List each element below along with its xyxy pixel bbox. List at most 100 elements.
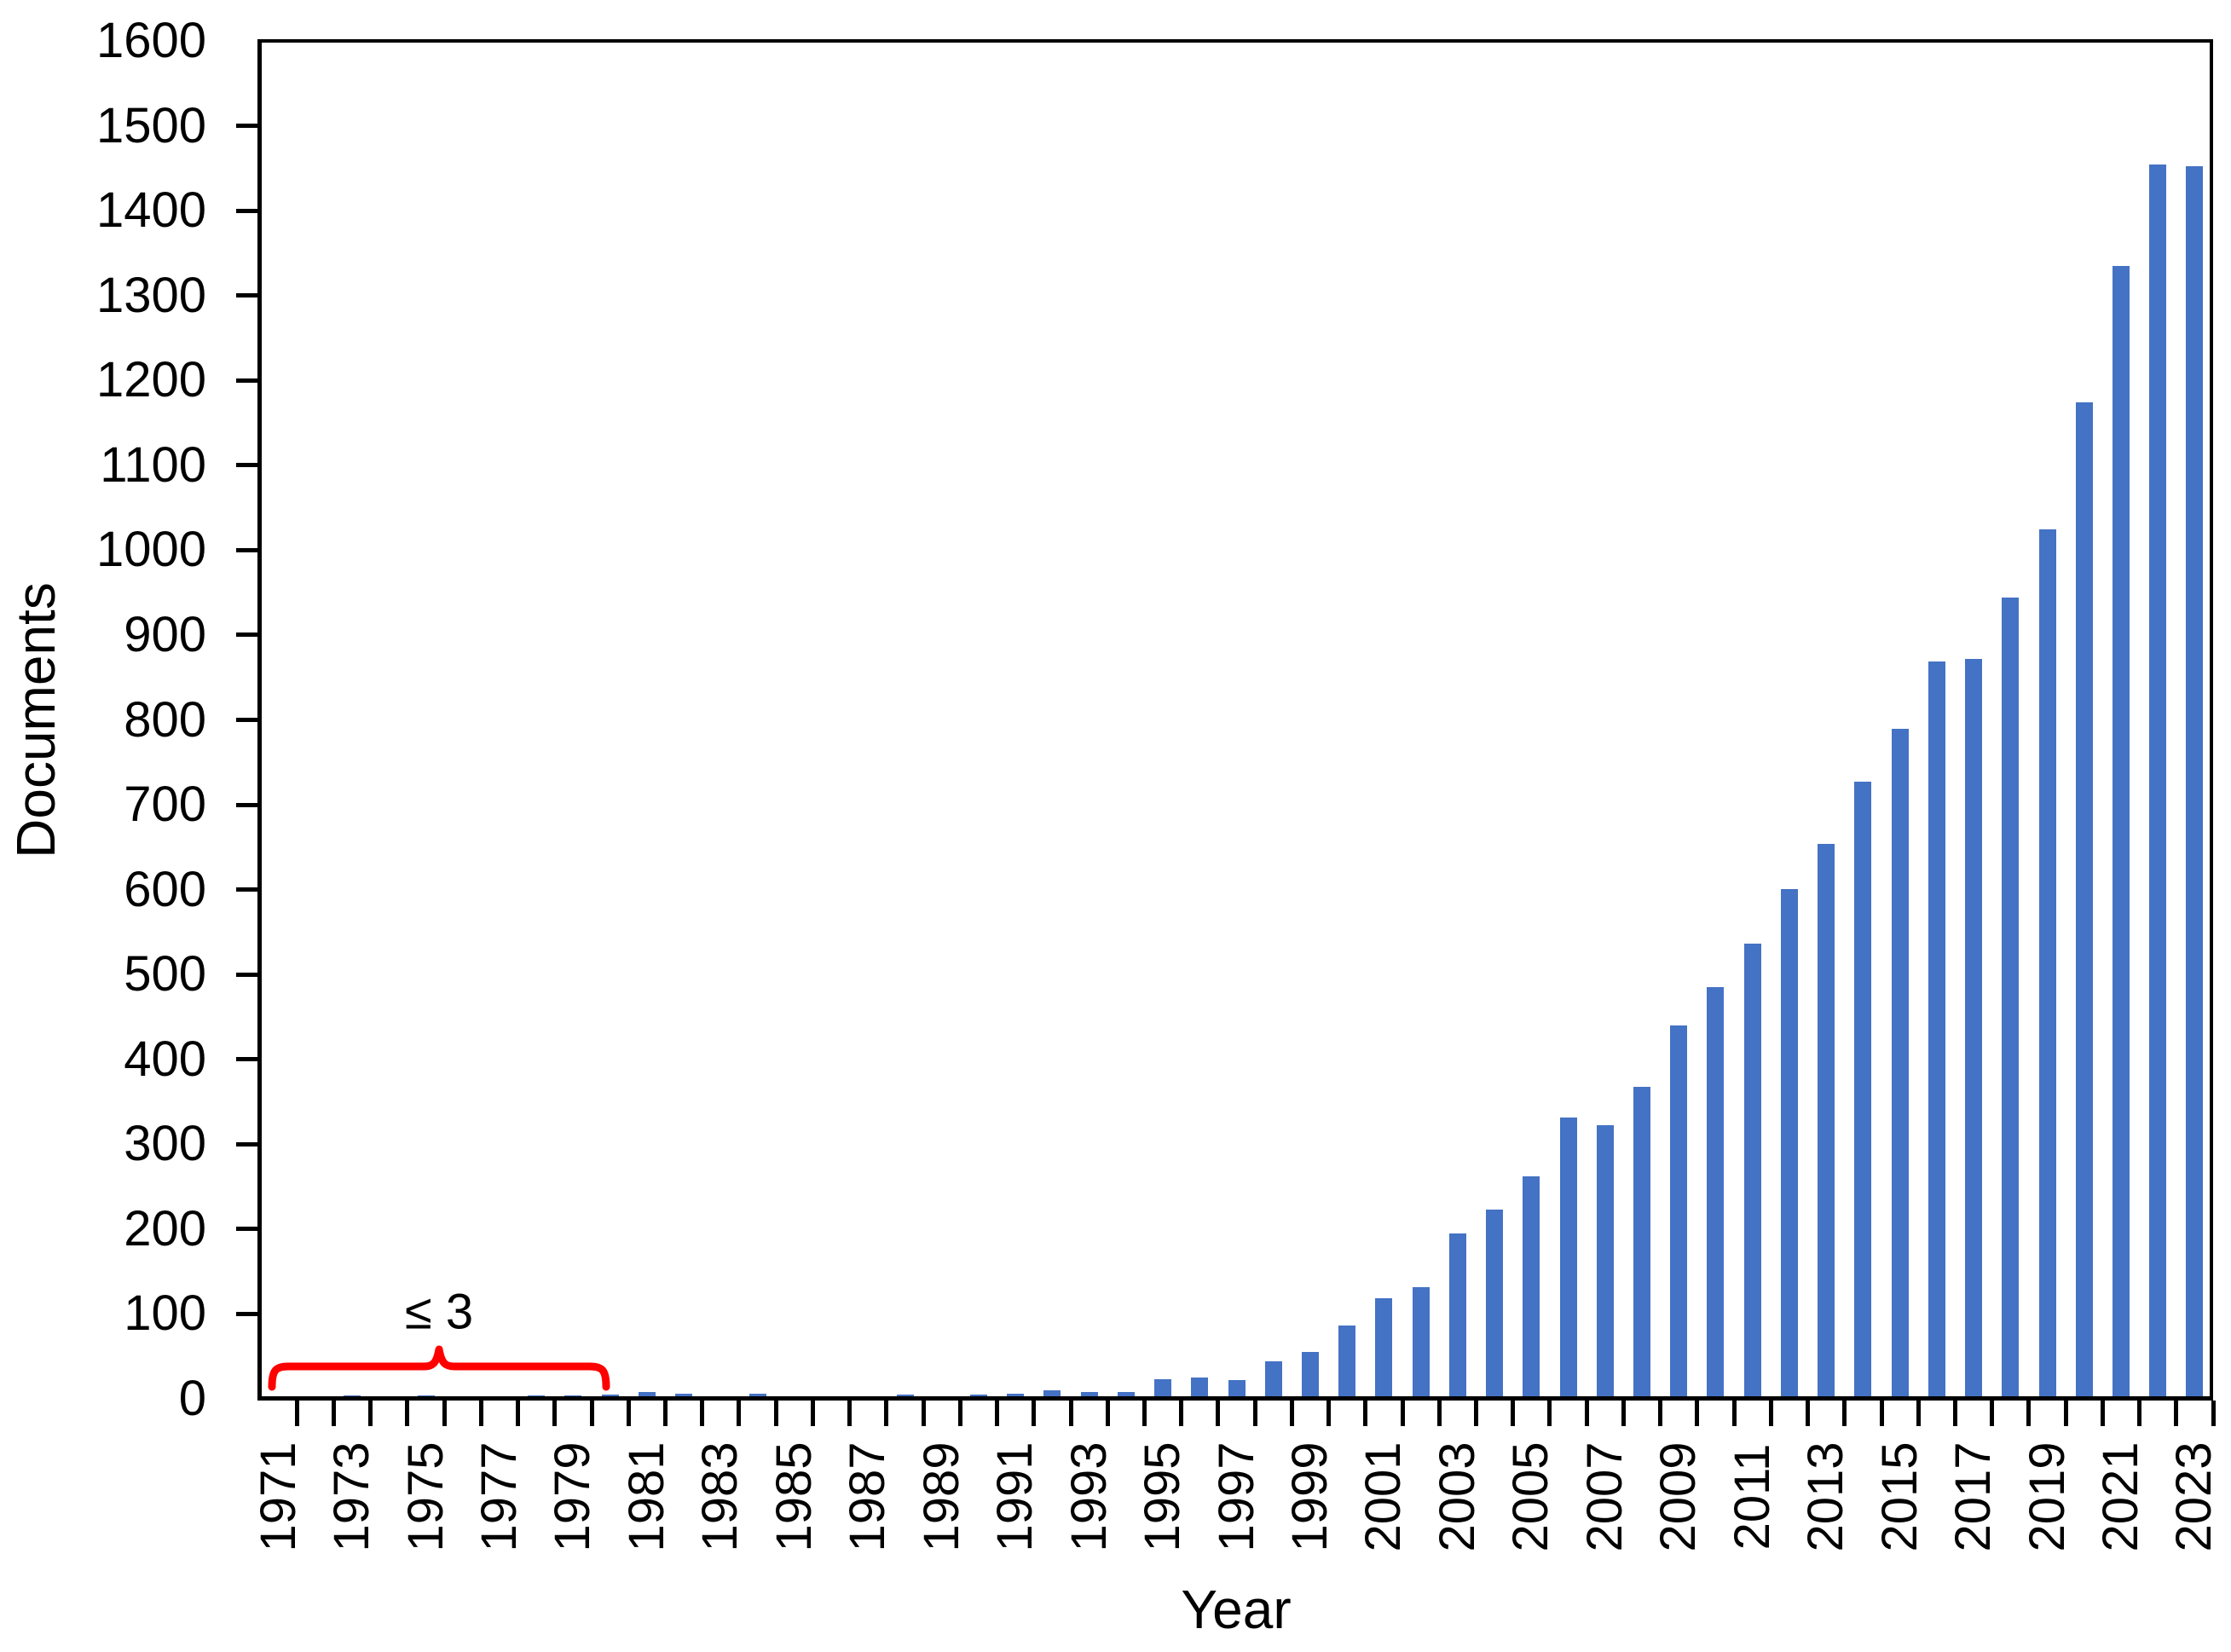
y-tick-label-900: 900 (124, 606, 206, 662)
x-axis-line (257, 1396, 2213, 1401)
bar-1981 (638, 1392, 656, 1397)
bar-1993 (1080, 1392, 1098, 1397)
x-tick-47 (1990, 1401, 1995, 1426)
bar-2019 (2038, 529, 2056, 1397)
x-tick-label-2003: 2003 (1429, 1441, 1485, 1552)
x-tick-30 (1363, 1401, 1368, 1426)
y-tick-label-1500: 1500 (95, 97, 206, 153)
x-tick-8 (552, 1401, 558, 1426)
x-tick-49 (2063, 1401, 2068, 1426)
x-tick-label-1999: 1999 (1282, 1441, 1338, 1552)
x-tick-label-1985: 1985 (766, 1441, 822, 1552)
y-tick-label-500: 500 (124, 946, 206, 1002)
bar-2004 (1486, 1210, 1504, 1397)
bar-1990 (969, 1395, 987, 1397)
x-tick-label-1977: 1977 (471, 1441, 527, 1552)
plot-top-border (257, 39, 2213, 43)
x-tick-2 (332, 1401, 336, 1426)
bar-2023 (2186, 166, 2204, 1397)
bar-2012 (1780, 889, 1798, 1397)
annotation-label: ≤ 3 (404, 1284, 474, 1340)
y-tick-label-1200: 1200 (95, 352, 206, 408)
x-tick-13 (737, 1401, 742, 1426)
x-tick-label-1987: 1987 (840, 1441, 896, 1552)
bar-2018 (2002, 598, 2020, 1397)
bar-1984 (748, 1394, 766, 1397)
x-tick-20 (995, 1401, 999, 1426)
bar-2017 (1965, 659, 1982, 1397)
x-tick-label-2021: 2021 (2092, 1441, 2148, 1552)
y-tick-200 (236, 1227, 260, 1232)
x-tick-16 (847, 1401, 853, 1426)
y-tick-label-600: 600 (124, 861, 206, 917)
bar-2015 (1891, 729, 1909, 1397)
x-tick-label-1997: 1997 (1208, 1441, 1264, 1552)
bar-1991 (1007, 1394, 1025, 1397)
x-tick-35 (1547, 1401, 1552, 1426)
x-tick-24 (1142, 1401, 1147, 1426)
bar-2022 (2149, 165, 2167, 1397)
bar-2006 (1559, 1118, 1577, 1397)
x-tick-label-2019: 2019 (2019, 1441, 2075, 1552)
y-tick-1500 (236, 124, 260, 129)
x-tick-51 (2137, 1401, 2141, 1426)
bar-1992 (1043, 1390, 1061, 1397)
x-tick-9 (589, 1401, 594, 1426)
x-tick-label-2015: 2015 (1871, 1441, 1928, 1552)
x-tick-40 (1731, 1401, 1737, 1426)
x-tick-3 (368, 1401, 373, 1426)
x-tick-label-2005: 2005 (1503, 1441, 1559, 1552)
x-tick-23 (1105, 1401, 1110, 1426)
x-tick-12 (700, 1401, 705, 1426)
bar-2005 (1523, 1176, 1540, 1397)
y-tick-label-1100: 1100 (100, 436, 206, 493)
x-tick-1 (294, 1401, 299, 1426)
x-tick-label-2007: 2007 (1576, 1441, 1633, 1552)
y-tick-800 (236, 718, 260, 722)
x-tick-50 (2100, 1401, 2105, 1426)
y-tick-500 (236, 972, 260, 977)
x-tick-25 (1179, 1401, 1184, 1426)
y-tick-1000 (236, 547, 260, 552)
x-tick-label-1989: 1989 (913, 1441, 969, 1552)
x-tick-27 (1252, 1401, 1257, 1426)
bar-1996 (1191, 1378, 1209, 1397)
bar-2009 (1670, 1025, 1688, 1397)
x-tick-46 (1952, 1401, 1957, 1426)
x-tick-38 (1658, 1401, 1663, 1426)
x-tick-33 (1474, 1401, 1478, 1426)
bar-2016 (1928, 661, 1945, 1397)
y-tick-1200 (236, 378, 260, 383)
x-tick-label-2001: 2001 (1355, 1441, 1412, 1552)
x-tick-label-2017: 2017 (1945, 1441, 2001, 1552)
y-tick-1100 (236, 463, 260, 468)
y-tick-300 (236, 1141, 260, 1147)
bar-2021 (2112, 266, 2130, 1397)
y-tick-400 (236, 1057, 260, 1062)
y-tick-700 (236, 802, 260, 807)
x-tick-22 (1068, 1401, 1073, 1426)
x-tick-48 (2026, 1401, 2032, 1426)
x-tick-45 (1916, 1401, 1921, 1426)
x-tick-37 (1621, 1401, 1626, 1426)
x-tick-10 (626, 1401, 631, 1426)
y-tick-label-400: 400 (124, 1031, 206, 1087)
x-tick-label-2023: 2023 (2166, 1441, 2222, 1552)
x-tick-label-2011: 2011 (1724, 1443, 1780, 1551)
bar-1982 (675, 1394, 693, 1397)
y-tick-1300 (236, 293, 260, 298)
x-tick-39 (1695, 1401, 1700, 1426)
plot-right-border (2210, 39, 2213, 1401)
y-tick-label-1000: 1000 (95, 522, 206, 578)
bar-2007 (1596, 1125, 1614, 1397)
bar-1980 (601, 1395, 619, 1397)
x-tick-15 (810, 1401, 815, 1426)
bar-1997 (1228, 1380, 1246, 1397)
x-tick-label-1991: 1991 (987, 1441, 1043, 1552)
bar-2013 (1818, 844, 1835, 1397)
x-tick-29 (1326, 1401, 1332, 1426)
y-tick-label-300: 300 (124, 1116, 206, 1172)
x-tick-36 (1584, 1401, 1589, 1426)
bar-2020 (2075, 402, 2093, 1397)
y-tick-100 (236, 1311, 260, 1316)
